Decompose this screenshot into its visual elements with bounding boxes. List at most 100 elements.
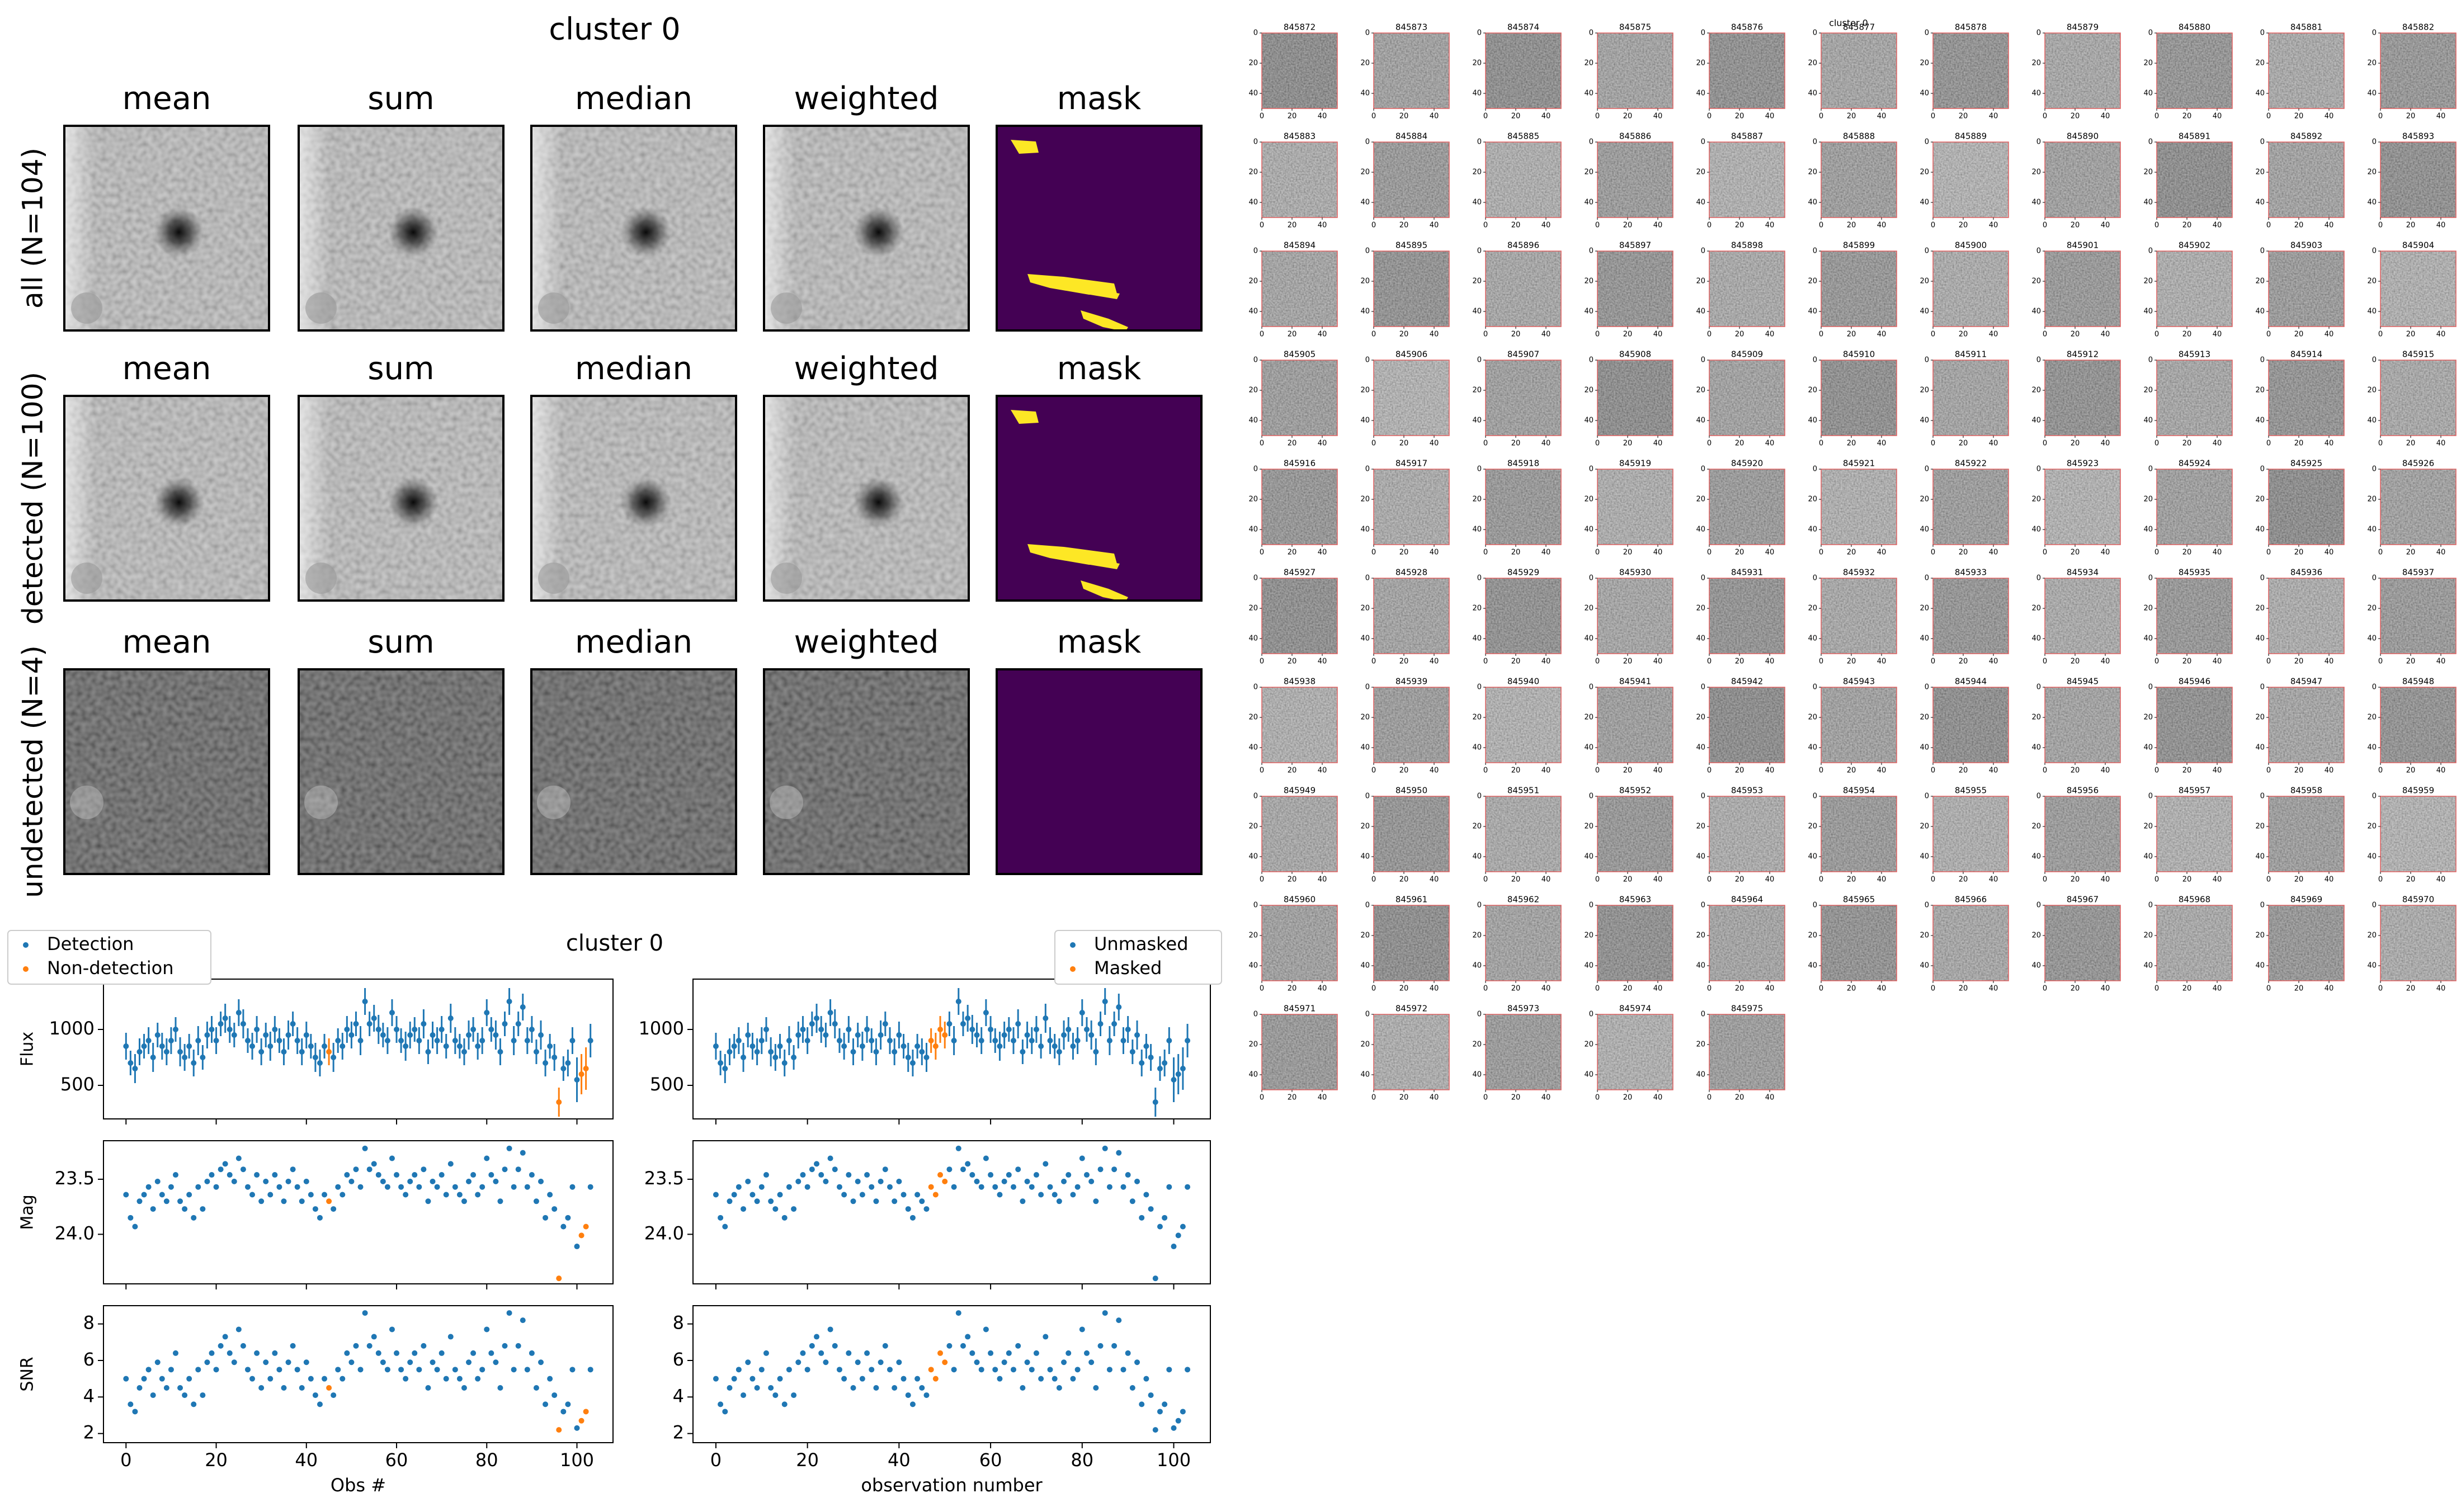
cutout-x-tick-label: 20 (1288, 112, 1297, 121)
data-point (159, 1192, 165, 1198)
cutout-noise (1933, 251, 2009, 327)
data-point (992, 1367, 998, 1373)
cutout-label: 845940 (1507, 677, 1539, 687)
image-frame (763, 125, 970, 332)
cutout-label: 845883 (1284, 131, 1316, 141)
data-point (1088, 1032, 1095, 1038)
cutout-y-tick-label: 40 (1360, 199, 1370, 207)
data-point (1097, 1343, 1104, 1349)
data-point (412, 1350, 418, 1356)
cutout-x-tick-label: 20 (2182, 112, 2192, 121)
data-point (326, 1049, 332, 1055)
cutout-x-tick-label: 0 (2378, 767, 2383, 775)
data-point (749, 1043, 756, 1049)
data-point (781, 1401, 788, 1407)
cutout-y-tick-label: 0 (1701, 792, 1705, 801)
y-tick-label: 2 (673, 1422, 684, 1443)
cutout-noise (2045, 578, 2120, 654)
cutout-noise (2269, 469, 2344, 545)
cutout-x-tick-label: 40 (2101, 658, 2110, 666)
cutout-frame (1597, 578, 1673, 654)
cutout-x-tick-label: 20 (1399, 440, 1409, 448)
data-point (1011, 1367, 1017, 1373)
data-point (195, 1184, 201, 1190)
cutout-y-tick-label: 40 (1472, 89, 1482, 98)
cutout-frame (1373, 578, 1450, 654)
cutout-x-tick-label: 20 (1735, 1094, 1745, 1102)
cutout-label: 845887 (1731, 131, 1763, 141)
cutout-x-tick-label: 20 (1288, 221, 1297, 230)
cutout-x-tick-label: 20 (2406, 549, 2416, 557)
data-point (758, 1367, 765, 1373)
data-point (731, 1043, 737, 1049)
data-point (231, 1032, 237, 1038)
cutout-y-tick-label: 20 (1696, 932, 1705, 940)
data-point (909, 1401, 916, 1407)
data-point (818, 1350, 824, 1356)
data-point (855, 1032, 861, 1038)
cutout-y-tick-label: 40 (1360, 744, 1370, 752)
data-point (244, 1184, 251, 1190)
data-point (928, 1038, 934, 1043)
cutout-x-tick-label: 20 (1288, 549, 1297, 557)
cutout-y-tick-label: 0 (2148, 465, 2153, 474)
data-point (583, 1066, 589, 1071)
data-point (452, 1038, 458, 1043)
cutout-frame (2156, 578, 2233, 654)
data-point (1029, 1038, 1035, 1043)
cutout-y-tick-label: 40 (1920, 199, 1929, 207)
cutout-x-tick-label: 0 (1483, 221, 1488, 230)
data-point (896, 1032, 902, 1038)
data-point (163, 1049, 169, 1055)
data-point (380, 1178, 386, 1184)
image-source (620, 207, 671, 258)
cutout-y-tick-label: 0 (2036, 465, 2041, 474)
cutout-x-tick-label: 20 (1511, 876, 1521, 884)
data-point (209, 1027, 215, 1032)
panel-title: mask (1057, 624, 1142, 660)
data-point (416, 1367, 422, 1373)
cutout-label: 845931 (1731, 568, 1763, 578)
cutout-noise (1933, 796, 2009, 872)
cutout-x-tick-label: 20 (1959, 440, 1968, 448)
cutout-noise (2157, 469, 2232, 545)
cutout-frame (1821, 796, 1897, 872)
cutout-y-tick-label: 40 (1696, 962, 1705, 970)
cutout-y-tick-label: 0 (1589, 1010, 1593, 1019)
cutout-x-tick-label: 0 (2154, 985, 2159, 993)
cutout-label: 845924 (2179, 459, 2210, 469)
data-point (1180, 1409, 1186, 1415)
cutout-noise (2380, 469, 2456, 545)
data-point (204, 1032, 210, 1038)
cutout-y-tick-label: 40 (1920, 635, 1929, 643)
data-point (218, 1166, 224, 1173)
data-point (578, 1071, 584, 1077)
cutout-y-tick-label: 0 (2148, 683, 2153, 692)
legend-box (1054, 930, 1222, 985)
cutout-y-tick-label: 40 (2255, 744, 2265, 752)
cutout-x-tick-label: 0 (1595, 330, 1600, 339)
cutout-y-tick-label: 0 (2036, 138, 2041, 147)
data-point (303, 1359, 309, 1365)
cutout-x-tick-label: 0 (1260, 985, 1264, 993)
data-point (955, 999, 961, 1004)
cutout-noise (2157, 251, 2232, 327)
cutout-y-tick-label: 40 (1696, 853, 1705, 861)
cutout-y-tick-label: 0 (1253, 683, 1258, 692)
cutout-y-tick-label: 20 (1808, 277, 1817, 286)
y-tick-label: 2 (83, 1422, 95, 1443)
cutout-label: 845908 (1619, 349, 1651, 360)
cutout-y-tick-label: 0 (1477, 792, 1482, 801)
cutout-noise (1597, 687, 1673, 763)
cutout-label: 845927 (1284, 568, 1316, 578)
data-point (303, 1032, 309, 1038)
data-point (1180, 1066, 1186, 1071)
data-point (394, 1027, 400, 1032)
data-point (430, 1178, 436, 1184)
cutout-y-tick-label: 0 (1253, 138, 1258, 147)
data-point (1024, 1178, 1030, 1184)
cutout-label: 845910 (1843, 349, 1875, 360)
cutout-noise (1262, 33, 1337, 108)
x-tick-label: 0 (710, 1449, 722, 1471)
